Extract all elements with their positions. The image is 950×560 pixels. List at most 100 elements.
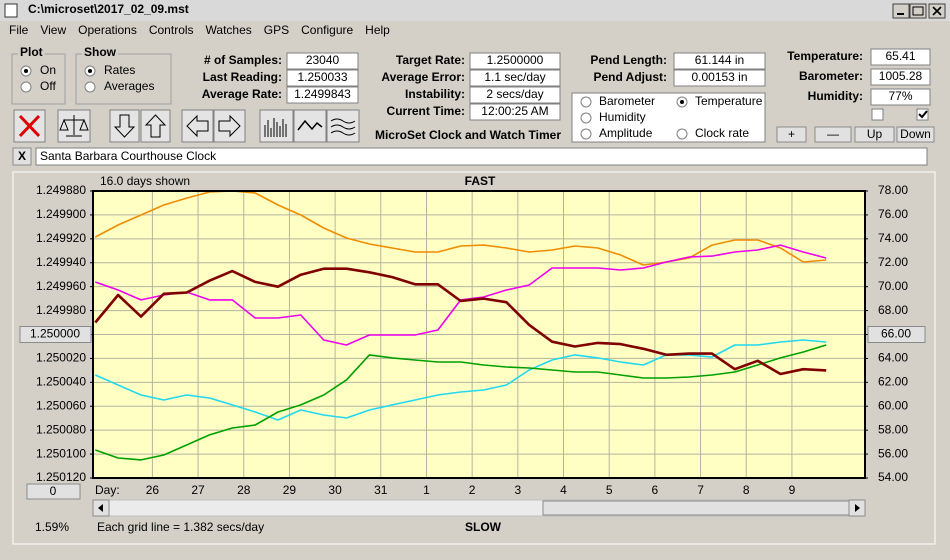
- button-label: —: [827, 127, 839, 141]
- legend-box: [571, 92, 766, 143]
- plot-border: [92, 190, 866, 479]
- y2-tick-label: 68.00: [878, 303, 908, 317]
- radio-button[interactable]: [580, 96, 592, 108]
- field-value: 61.144 in: [695, 53, 744, 67]
- x-tick-label: 27: [191, 483, 205, 497]
- x-tick-label: 30: [328, 483, 342, 497]
- menu-item[interactable]: Help: [365, 23, 390, 37]
- menu-item[interactable]: Controls: [149, 23, 194, 37]
- offset-button[interactable]: [26, 483, 81, 500]
- text-box: [673, 52, 766, 70]
- field-label: # of Samples:: [204, 53, 282, 67]
- field-value: 1.1 sec/day: [484, 70, 545, 84]
- y2-tick-label: 56.00: [878, 446, 908, 460]
- close-clock-button[interactable]: [12, 147, 32, 166]
- button-label: Up: [867, 127, 883, 141]
- group-title-bg: [18, 47, 45, 59]
- close-window-icon: [932, 6, 942, 16]
- field-value: 23040: [306, 53, 340, 67]
- scroll-percent: 1.59%: [35, 520, 69, 534]
- up-icon: [144, 114, 167, 138]
- center-rate-button[interactable]: [19, 326, 92, 343]
- radio-button[interactable]: [580, 128, 592, 140]
- y-tick-label: 1.250040: [36, 375, 86, 389]
- button[interactable]: [814, 126, 852, 143]
- y2-tick-label: 78.00: [878, 183, 908, 197]
- stop-icon: [18, 114, 41, 138]
- menu-item[interactable]: View: [40, 23, 66, 37]
- text-box: [469, 69, 561, 87]
- menu-item[interactable]: File: [9, 23, 29, 37]
- offset-button-label: 0: [50, 484, 57, 498]
- checkbox[interactable]: [871, 108, 884, 121]
- y-tick-label: 1.249940: [36, 255, 86, 269]
- y2-tick-label: 66.00: [881, 327, 911, 341]
- button[interactable]: [896, 126, 935, 143]
- window-controls: [892, 3, 946, 19]
- checkbox[interactable]: [916, 108, 929, 121]
- radio-button[interactable]: [580, 112, 592, 124]
- radio-dot: [680, 100, 684, 104]
- x-tick-label: 2: [469, 483, 476, 497]
- center-temp-button[interactable]: [867, 326, 926, 343]
- minimize-button[interactable]: [892, 3, 910, 19]
- group-title: Plot: [20, 45, 43, 59]
- radio-dot: [88, 69, 92, 73]
- legend-label: Clock rate: [695, 126, 749, 140]
- button[interactable]: [776, 126, 807, 143]
- maximize-button[interactable]: [909, 3, 927, 19]
- y2-tick-label: 54.00: [878, 470, 908, 484]
- field-value: 12:00:25 AM: [481, 104, 548, 118]
- scroll-right-arrow: [855, 504, 860, 512]
- field-value: 0.00153 in: [691, 70, 747, 84]
- y-tick-label: 1.250020: [36, 351, 86, 365]
- menu-item[interactable]: GPS: [264, 23, 289, 37]
- down-icon: [113, 114, 136, 138]
- field-label: Pend Length:: [590, 53, 667, 67]
- radio-button[interactable]: [676, 128, 688, 140]
- menu-item[interactable]: Configure: [301, 23, 353, 37]
- field-label: Instability:: [405, 87, 465, 101]
- y-tick-label: 1.250080: [36, 422, 86, 436]
- field-value: 2 secs/day: [486, 87, 543, 101]
- slow-label: SLOW: [465, 520, 502, 534]
- radio-button[interactable]: [84, 81, 96, 93]
- app-title: MicroSet Clock and Watch Timer: [375, 128, 561, 142]
- scroll-left-arrow: [98, 504, 103, 512]
- wave-icon: [297, 119, 323, 131]
- window-title: C:\microset\2017_02_09.mst: [28, 2, 189, 16]
- y2-tick-label: 70.00: [878, 279, 908, 293]
- option-label: Off: [40, 79, 56, 93]
- text-box: [673, 69, 766, 87]
- field-label: Last Reading:: [203, 70, 282, 84]
- right-icon: [218, 114, 241, 138]
- menu-item[interactable]: Watches: [206, 23, 252, 37]
- field-label: Humidity:: [808, 89, 863, 103]
- app-icon: [4, 3, 18, 18]
- menu-item[interactable]: Operations: [78, 23, 137, 37]
- y2-tick-label: 58.00: [878, 422, 908, 436]
- x-tick-label: 5: [606, 483, 613, 497]
- histogram-icon: [264, 118, 287, 137]
- y2-tick-label: 76.00: [878, 207, 908, 221]
- scroll-thumb[interactable]: [542, 500, 850, 516]
- field-value: 1.2500000: [487, 53, 544, 67]
- text-box: [870, 88, 931, 106]
- text-box: [469, 86, 561, 104]
- y-tick-label: 1.249920: [36, 231, 86, 245]
- button[interactable]: [854, 126, 895, 143]
- legend-label: Amplitude: [599, 126, 653, 140]
- y2-tick-label: 72.00: [878, 255, 908, 269]
- checkbox-check: [918, 110, 928, 119]
- text-box: [469, 52, 561, 70]
- text-box: [469, 103, 561, 121]
- legend-label: Barometer: [599, 94, 655, 108]
- series-line: [95, 344, 827, 461]
- text-box: [286, 86, 359, 104]
- y-tick-label: 1.250100: [36, 446, 86, 460]
- text-box: [870, 48, 931, 66]
- series-line: [94, 339, 827, 421]
- radio-button[interactable]: [20, 81, 32, 93]
- x-tick-label: 9: [789, 483, 796, 497]
